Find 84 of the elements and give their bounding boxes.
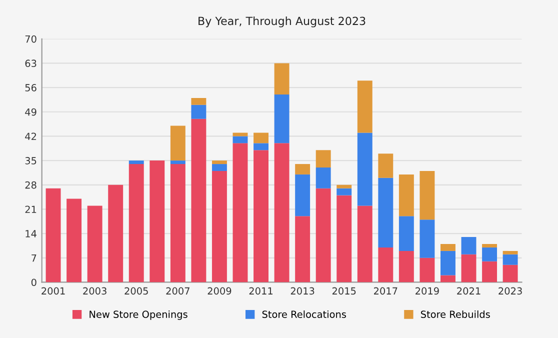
y-tick-label: 49 [25, 108, 36, 116]
bar [482, 247, 498, 262]
bar [232, 143, 248, 282]
y-tick-label: 21 [25, 206, 36, 213]
bar [170, 126, 186, 161]
bar [440, 244, 456, 251]
bar [398, 174, 414, 216]
bar [254, 132, 268, 144]
x-tick-label: 2017 [374, 287, 398, 295]
bar [254, 143, 268, 150]
bar [295, 164, 310, 174]
x-tick-label: 2009 [208, 287, 232, 295]
y-tick-label: 63 [25, 60, 36, 68]
x-tick-label: 2019 [416, 287, 439, 295]
bar [502, 264, 518, 282]
bar [357, 80, 372, 133]
bar [274, 143, 290, 282]
x-tick-label: 2023 [498, 287, 522, 295]
bar [398, 216, 414, 251]
bar [212, 164, 227, 171]
bar [440, 275, 456, 282]
x-tick-label: 2015 [332, 287, 356, 295]
bar [128, 164, 144, 282]
x-tick-label: 2005 [124, 287, 148, 295]
bar [378, 247, 394, 282]
bar [191, 104, 206, 119]
bar [357, 206, 372, 282]
bar [232, 132, 248, 136]
x-tick-label: 2003 [83, 287, 106, 295]
bar [398, 250, 414, 282]
bar [502, 250, 518, 254]
y-tick-label: 56 [25, 84, 36, 92]
bar [212, 170, 227, 282]
bar [316, 188, 331, 282]
bar [357, 132, 372, 206]
bar [170, 164, 186, 282]
legend-label: Store Rebuilds [421, 310, 490, 318]
bar [191, 118, 206, 282]
bar [46, 188, 61, 282]
bar [502, 254, 518, 265]
bar [150, 160, 165, 282]
x-tick-label: 2001 [42, 287, 65, 295]
y-tick-label: 42 [25, 132, 36, 140]
bar [254, 150, 268, 282]
bar [336, 184, 352, 188]
legend-label: New Store Openings [90, 310, 188, 320]
bar [336, 188, 352, 196]
bar [461, 237, 476, 254]
bar [232, 136, 248, 144]
bar [378, 178, 394, 248]
y-tick-label: 0 [31, 278, 36, 286]
bar [274, 63, 290, 94]
bar [128, 160, 144, 164]
bar [108, 184, 124, 282]
legend-label: Store Relocations [262, 310, 346, 318]
bar [316, 168, 331, 188]
bar [191, 98, 206, 105]
bar [66, 198, 82, 282]
x-tick-label: 2021 [457, 287, 480, 295]
bar [316, 150, 331, 168]
bar [420, 170, 435, 220]
bar [295, 216, 310, 282]
y-tick-label: 28 [25, 181, 36, 189]
x-tick-label: 2013 [290, 287, 314, 295]
bar [274, 94, 290, 144]
bar [295, 174, 310, 216]
bar [420, 220, 435, 258]
bar [482, 261, 498, 282]
x-tick-label: 2011 [249, 287, 272, 295]
bar [336, 195, 352, 282]
bar [212, 160, 227, 164]
bar [420, 258, 435, 282]
bar [170, 160, 186, 164]
bar [440, 250, 456, 276]
y-tick-label: 14 [26, 230, 36, 238]
y-tick-label: 70 [25, 35, 36, 43]
bar [482, 244, 498, 248]
y-tick-label: 35 [25, 157, 36, 164]
bar [87, 206, 102, 282]
chart-title: By Year, Through August 2023 [198, 16, 366, 28]
bar [461, 254, 476, 282]
x-tick-label: 2007 [166, 287, 190, 295]
y-tick-label: 7 [32, 254, 36, 262]
bar [378, 154, 394, 178]
